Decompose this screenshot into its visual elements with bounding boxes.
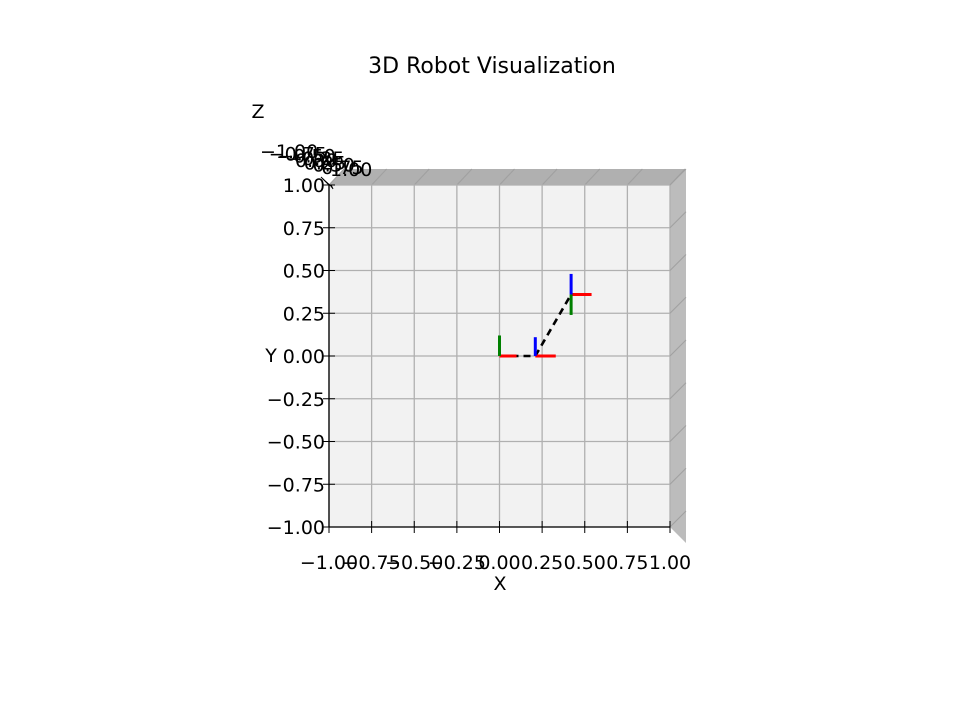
y-tick-label: 0.00 xyxy=(283,346,325,368)
side-pane-gridline xyxy=(669,382,687,400)
z-axis: −1.00−0.75−0.50−0.250.000.250.500.751.00 xyxy=(260,141,372,190)
z-tick-label: −0.50 xyxy=(278,146,336,168)
top-pane-gridline xyxy=(499,168,515,186)
side-pane-gridline xyxy=(669,510,687,528)
z-tick-label: 0.75 xyxy=(321,157,363,179)
right-side-pane xyxy=(670,169,686,543)
chart-title: 3D Robot Visualization xyxy=(368,54,616,79)
x-tick-label: 0.25 xyxy=(521,552,563,574)
y-tick-label: −0.75 xyxy=(267,474,325,496)
z-tick-label: −0.75 xyxy=(269,143,327,165)
x-tick-label: 0.00 xyxy=(478,552,520,574)
y-tick-label: −0.25 xyxy=(267,389,325,411)
z-tick-label: 0.25 xyxy=(304,152,346,174)
z-tick xyxy=(328,184,331,186)
x-tick-label: 0.75 xyxy=(606,552,648,574)
z-tick xyxy=(330,185,334,190)
y-tick-label: 0.50 xyxy=(283,261,325,283)
z-tick-label: −1.00 xyxy=(260,141,318,163)
y-tick-label: −0.50 xyxy=(267,432,325,454)
top-pane-gridline xyxy=(626,168,643,186)
joint-frames xyxy=(498,273,592,358)
x-tick-label: −1.00 xyxy=(300,552,358,574)
side-pane-gridline xyxy=(669,339,687,357)
side-pane-gridline xyxy=(669,254,687,271)
z-tick xyxy=(329,185,332,187)
top-pane-gridline xyxy=(584,168,601,186)
axes: −1.00−0.75−0.50−0.250.00 0.25 0.50 0.75 1.00… xyxy=(267,175,691,574)
x-tick-label: 0.50 xyxy=(564,552,606,574)
y-tick-label: 0.75 xyxy=(283,218,325,240)
x-tick-label: −0.50 xyxy=(385,552,443,574)
top-pane-gridline xyxy=(413,168,430,186)
z-tick-label: 0.50 xyxy=(313,155,355,177)
x-tick-label: −0.75 xyxy=(343,552,401,574)
top-pane-gridline xyxy=(541,168,558,186)
y-tick-label: 1.00 xyxy=(283,175,325,197)
z-axis-label: Z xyxy=(251,101,264,123)
side-pane-gridline xyxy=(669,425,687,442)
y-axis-label: Y xyxy=(264,345,277,367)
x-axis-label: X xyxy=(493,573,506,595)
side-pane-gridline xyxy=(669,296,687,314)
side-pane-gridline xyxy=(669,467,687,485)
y-tick-label: −1.00 xyxy=(267,517,325,539)
side-pane-gridline xyxy=(669,168,687,186)
x-tick-label: −0.25 xyxy=(428,552,486,574)
z-tick-label: 0.00 xyxy=(295,150,337,172)
y-tick-label: 0.25 xyxy=(283,303,325,325)
top-pane-gridline xyxy=(371,168,388,186)
x-tick-label: 1.00 xyxy=(649,552,691,574)
top-pane-gridline xyxy=(456,168,473,186)
z-tick-label: 1.00 xyxy=(330,159,372,181)
top-pane-gridline xyxy=(328,168,345,186)
z-tick-label: −0.25 xyxy=(286,148,344,170)
side-pane-gridline xyxy=(669,211,687,229)
